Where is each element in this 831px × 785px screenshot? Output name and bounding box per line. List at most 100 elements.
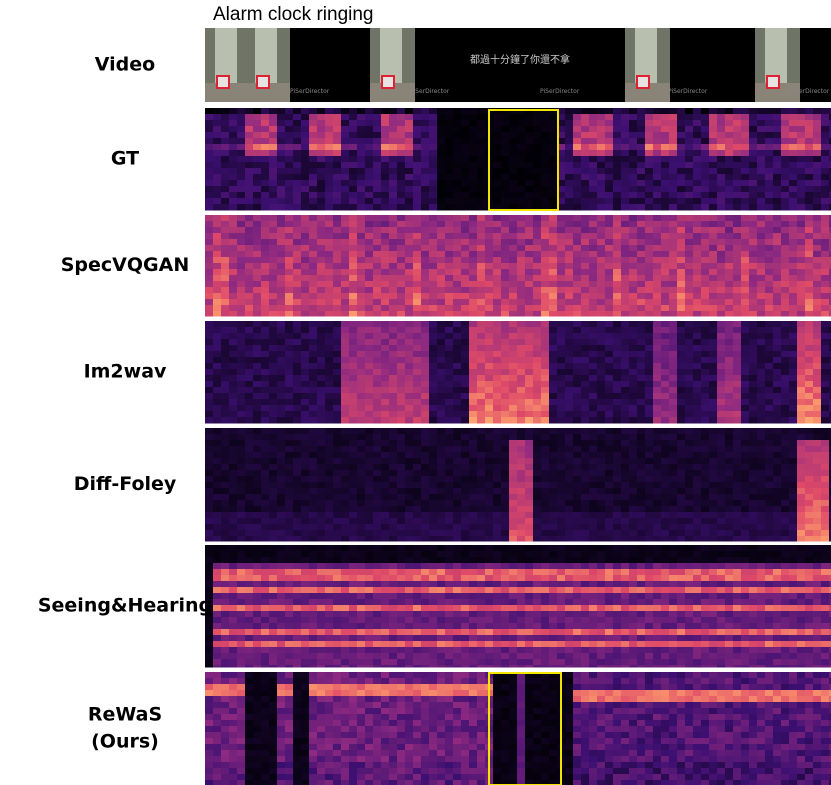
spec-cell: [317, 275, 326, 282]
spec-cell: [237, 138, 246, 145]
spec-cell: [261, 411, 270, 418]
spec-cell: [525, 440, 534, 447]
spec-cell: [381, 257, 390, 264]
spec-cell: [709, 126, 718, 133]
spec-cell: [621, 114, 630, 121]
spec-cell: [477, 339, 486, 346]
spec-cell: [389, 512, 398, 519]
spec-cell: [589, 251, 598, 258]
spec-cell: [805, 345, 814, 352]
spec-cell: [805, 381, 814, 388]
spec-cell: [757, 215, 766, 222]
spec-cell: [349, 452, 358, 459]
spec-cell: [365, 470, 374, 477]
spec-cell: [445, 411, 454, 418]
spec-cell: [381, 345, 390, 352]
spec-cell: [245, 518, 254, 525]
spec-cell: [357, 428, 366, 435]
spec-cell: [445, 494, 454, 501]
spec-cell: [437, 132, 446, 139]
spec-cell: [309, 500, 318, 507]
spec-cell: [405, 239, 414, 246]
spec-cell: [573, 245, 582, 252]
spec-cell: [637, 405, 646, 412]
spec-cell: [437, 363, 446, 370]
spec-cell: [573, 162, 582, 169]
spec-cell: [797, 375, 806, 382]
spec-cell: [789, 321, 798, 328]
spec-cell: [725, 221, 734, 228]
spec-cell: [621, 305, 630, 312]
spec-cell: [677, 144, 686, 151]
spec-cell: [261, 239, 270, 246]
spec-cell: [453, 351, 462, 358]
spec-cell: [461, 333, 470, 340]
spec-cell: [749, 417, 758, 424]
spec-cell: [237, 305, 246, 312]
spec-cell: [365, 399, 374, 406]
spec-cell: [309, 132, 318, 139]
spec-cell: [437, 446, 446, 453]
spec-cell: [373, 227, 382, 234]
spec-cell: [301, 428, 310, 435]
spec-cell: [693, 126, 702, 133]
spec-cell: [533, 536, 542, 542]
watermark: PiSerDirector: [290, 88, 330, 95]
spec-cell: [613, 417, 622, 424]
spec-cell: [701, 162, 710, 169]
spec-cell: [493, 275, 502, 282]
spec-cell: [549, 327, 558, 334]
spec-cell: [637, 132, 646, 139]
spec-cell: [749, 198, 758, 205]
spec-cell: [229, 530, 238, 537]
spec-cell: [605, 174, 614, 181]
spec-cell: [733, 405, 742, 412]
spec-cell: [373, 393, 382, 400]
spec-cell: [333, 227, 342, 234]
spec-cell: [461, 299, 470, 306]
spec-cell: [213, 512, 222, 519]
spec-cell: [725, 215, 734, 222]
spec-cell: [589, 180, 598, 187]
spec-cell: [693, 251, 702, 258]
spec-cell: [533, 156, 542, 163]
spec-cell: [637, 162, 646, 169]
spec-cell: [341, 458, 350, 465]
spec-cell: [477, 345, 486, 352]
spec-cell: [445, 299, 454, 306]
spec-cell: [373, 351, 382, 358]
spec-cell: [389, 506, 398, 513]
spec-cell: [469, 524, 478, 531]
spec-cell: [565, 458, 574, 465]
spec-cell: [405, 221, 414, 228]
spec-cell: [541, 333, 550, 340]
spec-cell: [333, 470, 342, 477]
spec-cell: [413, 108, 422, 115]
spec-cell: [629, 405, 638, 412]
spec-cell: [365, 204, 374, 211]
spec-cell: [397, 357, 406, 364]
spec-cell: [421, 500, 430, 507]
spec-cell: [405, 458, 414, 465]
spec-cell: [813, 114, 822, 121]
spec-cell: [653, 198, 662, 205]
spec-cell: [813, 156, 822, 163]
spec-cell: [525, 114, 534, 121]
spec-cell: [229, 488, 238, 495]
spec-cell: [221, 536, 230, 542]
spec-cell: [741, 239, 750, 246]
spec-cell: [669, 245, 678, 252]
spec-cell: [669, 417, 678, 424]
spec-cell: [285, 345, 294, 352]
spec-cell: [317, 156, 326, 163]
spec-cell: [557, 375, 566, 382]
spec-cell: [709, 417, 718, 424]
spec-cell: [309, 506, 318, 513]
spec-cell: [205, 440, 214, 447]
spec-cell: [333, 156, 342, 163]
spec-cell: [445, 156, 454, 163]
spec-cell: [437, 138, 446, 145]
spec-cell: [413, 393, 422, 400]
spec-cell: [549, 417, 558, 424]
spec-cell: [605, 186, 614, 193]
